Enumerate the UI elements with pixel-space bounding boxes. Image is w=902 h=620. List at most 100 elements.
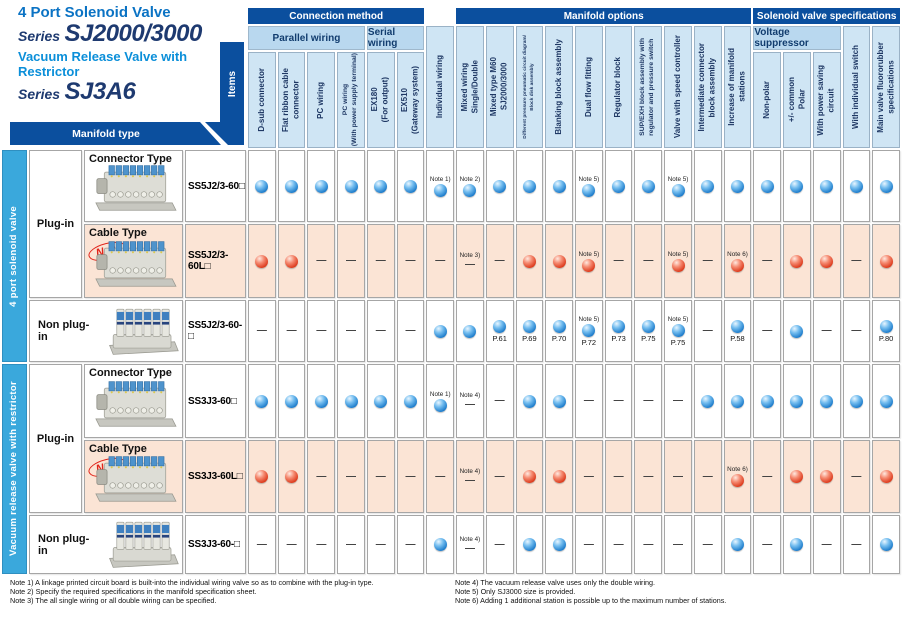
- cell-r5-c11: [545, 440, 573, 513]
- column-header-blanking-block-assembly: Blanking block assembly: [545, 26, 573, 148]
- cell-r4-c7: Note 1): [426, 364, 455, 438]
- blue-dot-marker: [552, 538, 566, 551]
- blue-dot-marker: [522, 538, 536, 551]
- column-header-label: Non-polar: [762, 81, 772, 119]
- row-group-label: 4 port solenoid valve: [8, 205, 20, 307]
- dash-marker: —: [613, 395, 624, 406]
- cell-note-ref: Note 4): [459, 535, 481, 543]
- manifold-product-image: [109, 521, 179, 568]
- cell-r3-c2: —: [277, 300, 306, 362]
- cell-r1-c14: [634, 150, 663, 222]
- column-header-pc-wiring: PC wiring (With power supply terminal): [337, 52, 365, 148]
- column-header-regulator-block: Regulator block: [604, 26, 633, 148]
- dash-marker: —: [643, 395, 654, 406]
- cell-r4-c12: —: [574, 364, 603, 438]
- footnotes-left-column: Note 1) A linkage printed circuit board …: [10, 578, 455, 606]
- column-header-label: Blanking block assembly: [553, 39, 563, 135]
- cell-r2-c19: [783, 224, 811, 298]
- column-header-non-polar: Non-polar: [753, 52, 782, 148]
- product-photo: [104, 515, 182, 574]
- cell-r2-c22: [872, 224, 900, 298]
- series-title-2: Series SJ3A6: [18, 80, 248, 104]
- cell-r5-c19: [783, 440, 811, 513]
- section-non-plug-in: Non plug-in: [29, 515, 183, 574]
- red-dot-marker: [730, 474, 744, 487]
- cell-r3-c7: [426, 300, 455, 362]
- header-subgroup-parallel-wiring: Parallel wiring: [248, 26, 365, 50]
- cell-r3-c18: —: [753, 300, 782, 362]
- cell-r6-c15: —: [664, 515, 692, 574]
- cell-r6-c19: [783, 515, 811, 574]
- column-header-label: D-sub connector: [256, 68, 266, 132]
- dash-marker: —: [375, 325, 386, 336]
- cell-r4-c22: [872, 364, 900, 438]
- dash-marker: —: [643, 538, 654, 550]
- row-group-label: Vacuum release valve with restrictor: [8, 381, 20, 557]
- cell-r3-c22: P.80: [872, 300, 900, 362]
- column-header-label: EX180 (For output): [370, 77, 390, 123]
- column-header-label: Mixed type M60 SJ2000/3000: [489, 57, 509, 117]
- column-header-label: Dual flow fitting: [583, 57, 593, 117]
- column-header-d-sub-connector: D-sub connector: [248, 52, 276, 148]
- dash-marker: —: [435, 255, 446, 266]
- blue-dot-marker: [820, 394, 834, 408]
- blue-dot-marker: [463, 324, 477, 338]
- cell-r1-c21: [842, 150, 871, 222]
- page-reference: P.80: [878, 333, 894, 343]
- cell-r3-c20: —: [812, 300, 841, 362]
- cell-r6-c20: —: [812, 515, 841, 574]
- column-header-ex510: EX510 (Gateway system): [396, 52, 425, 148]
- footnotes-right-column: Note 4) The vacuum release valve uses on…: [455, 578, 726, 606]
- dash-marker: —: [851, 255, 862, 266]
- series-prefix: Series: [18, 28, 61, 44]
- red-dot-marker: [522, 470, 536, 483]
- cell-note-ref: Note 2): [459, 175, 481, 183]
- blue-dot-marker: [820, 179, 834, 193]
- dash-marker: —: [346, 470, 357, 482]
- blue-dot-marker: [344, 394, 358, 408]
- cell-r5-c8: Note 4) —: [456, 440, 484, 513]
- column-header-sup-exh-block-assembly-with: SUP/EXH block assembly with regulator an…: [634, 26, 663, 148]
- cell-r2-c12: Note 5): [574, 224, 603, 298]
- page-reference: P.75: [641, 333, 656, 343]
- cell-r2-c1: [248, 224, 276, 298]
- blue-dot-marker: [433, 324, 447, 338]
- cell-r5-c3: —: [307, 440, 336, 513]
- dash-marker: —: [286, 325, 297, 336]
- red-dot-marker: [285, 254, 299, 268]
- cell-r5-c7: —: [426, 440, 455, 513]
- page-reference: P.69: [522, 333, 537, 343]
- cell-r1-c15: Note 5): [664, 150, 692, 222]
- footnote: Note 5) Only SJ3000 size is provided.: [455, 587, 576, 597]
- cell-r2-c5: —: [366, 224, 395, 298]
- blue-dot-marker: [522, 319, 536, 333]
- column-header-individual-wiring: Individual wiring: [426, 26, 455, 148]
- dash-marker: —: [316, 255, 327, 266]
- cell-r4-c5: [366, 364, 395, 438]
- cell-r2-c20: [812, 224, 841, 298]
- page-reference: P.70: [551, 333, 567, 343]
- blue-dot-marker: [730, 179, 744, 193]
- cell-r4-c3: [307, 364, 336, 438]
- blue-dot-marker: [790, 324, 804, 338]
- cell-r5-c21: —: [842, 440, 871, 513]
- cell-note-ref: Note 1): [429, 390, 451, 398]
- cell-r1-c3: [307, 150, 336, 222]
- red-dot-marker: [552, 470, 566, 483]
- model-number: SS3J3-60L□: [185, 440, 246, 513]
- cell-r3-c12: Note 5) P.72: [574, 300, 603, 362]
- cell-r6-c1: —: [248, 515, 276, 574]
- column-header-valve-with-speed-controller: Valve with speed controller: [664, 26, 692, 148]
- dash-marker: —: [494, 255, 505, 266]
- dash-marker: —: [464, 474, 475, 486]
- series-prefix: Series: [18, 86, 61, 102]
- page-reference: P.72: [581, 337, 597, 347]
- cell-r4-c20: [812, 364, 841, 438]
- column-header-label: Intermediate connector block assembly: [697, 42, 717, 132]
- blue-dot-marker: [403, 394, 417, 408]
- cell-r2-c2: [277, 224, 306, 298]
- column-header-label: EX510 (Gateway system): [400, 65, 420, 135]
- footnote: Note 3) The all single wiring or all dou…: [10, 596, 217, 606]
- dash-marker: —: [851, 325, 862, 336]
